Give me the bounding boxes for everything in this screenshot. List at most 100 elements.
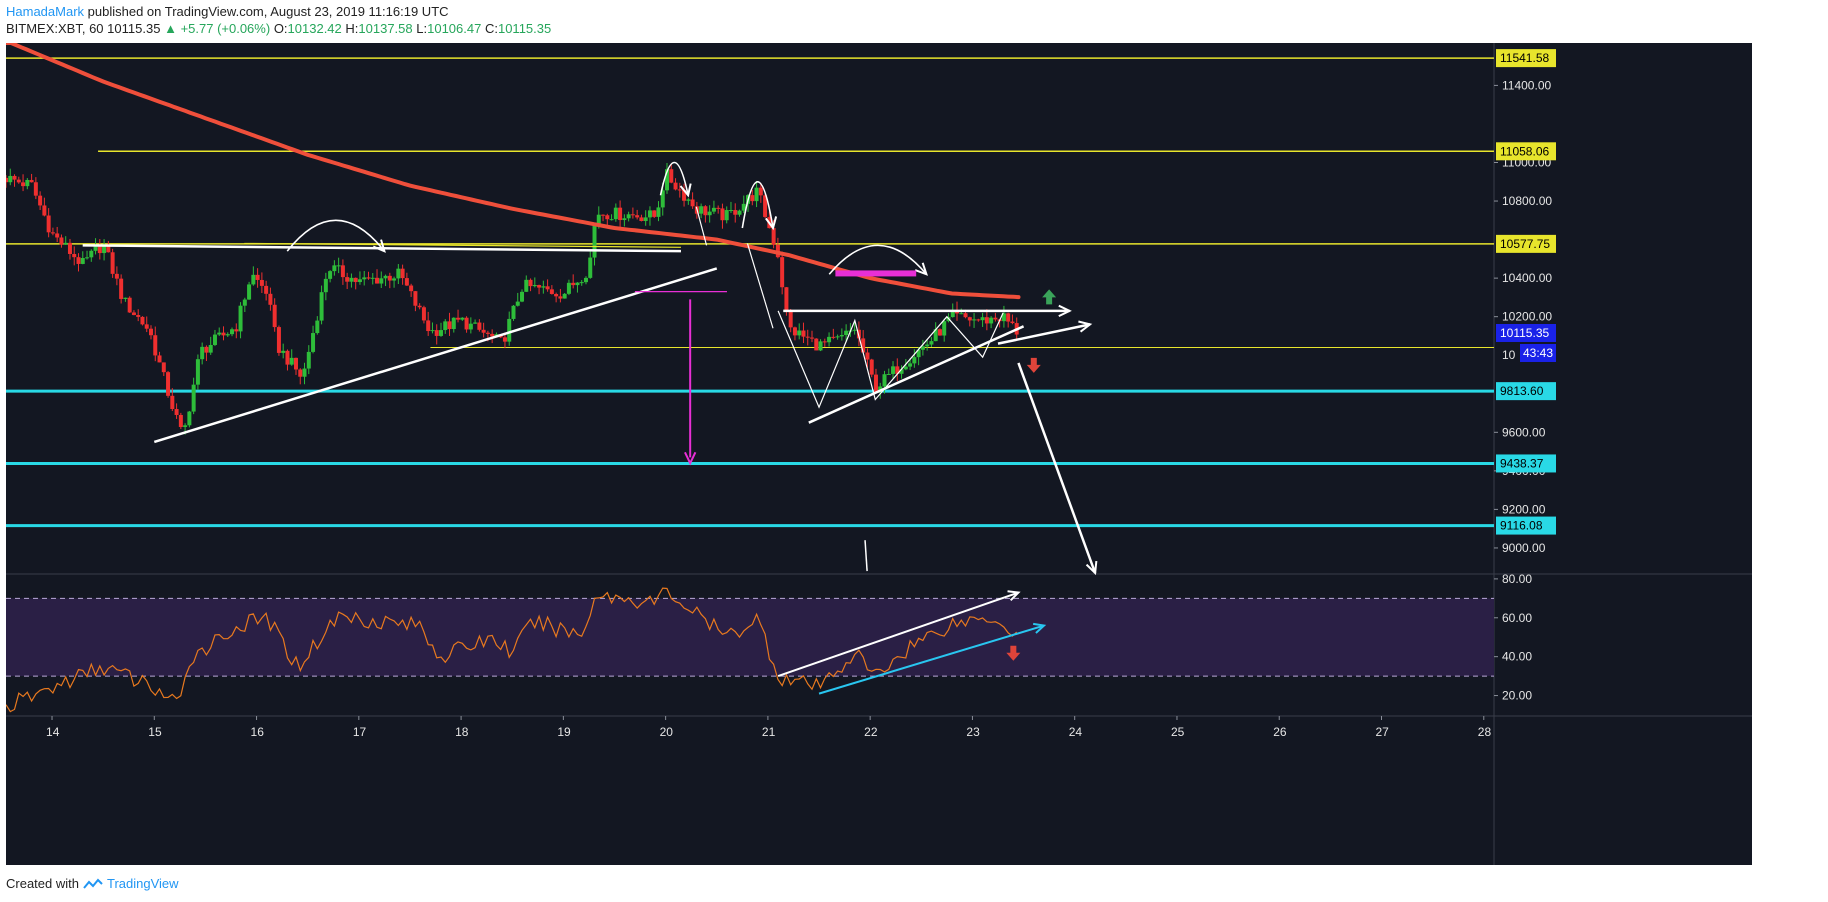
candle-down	[33, 182, 38, 196]
candle-down	[822, 341, 827, 343]
candle-up	[319, 292, 324, 321]
candle-down	[72, 253, 77, 258]
candle-down	[673, 182, 678, 190]
author-link[interactable]: HamadaMark	[6, 4, 85, 19]
rsi-rising-arrow-head	[1032, 622, 1047, 634]
candle-down	[136, 315, 141, 317]
price-tick-label: 9200.00	[1502, 502, 1546, 516]
candle-down	[170, 395, 175, 410]
candle-up	[63, 242, 68, 245]
candle-up	[912, 357, 917, 364]
candle-down	[1010, 321, 1015, 324]
time-tick-label: 21	[762, 725, 776, 739]
red-down-arrow-icon	[1026, 357, 1041, 373]
partial-price-tick: 10	[1502, 348, 1516, 362]
price-tick-label: 9000.00	[1502, 541, 1546, 555]
candle-up	[195, 359, 200, 385]
candle-down	[426, 320, 431, 332]
candle-up	[379, 278, 384, 284]
chart-container[interactable]: 9000.009200.009400.009600.0010200.001040…	[4, 41, 1752, 865]
price-tick-label: 10800.00	[1502, 194, 1552, 208]
candle-up	[247, 284, 252, 300]
candle-down	[545, 286, 550, 290]
candle-up	[396, 268, 401, 279]
candle-up	[920, 346, 925, 350]
candle-down	[413, 291, 418, 306]
last-price: 10115.35	[107, 21, 161, 36]
candle-up	[281, 350, 286, 353]
candle-down	[549, 289, 554, 294]
candle-up	[191, 384, 196, 412]
candle-down	[119, 278, 124, 299]
candle-down	[485, 332, 490, 334]
candle-down	[537, 285, 542, 288]
time-tick-label: 14	[46, 725, 60, 739]
candle-down	[447, 321, 452, 330]
candle-up	[622, 218, 627, 221]
candle-up	[80, 257, 85, 264]
rising-arrow-line	[997, 323, 1091, 345]
candle-down	[166, 372, 171, 396]
candle-down	[127, 297, 132, 313]
ascending-trendline	[153, 267, 718, 444]
candle-up	[737, 210, 742, 215]
price-tick-label: 9600.00	[1502, 425, 1546, 439]
price-tick-label: 10200.00	[1502, 310, 1552, 324]
ohlc-close-value: 10115.35	[497, 21, 552, 36]
candle-down	[298, 369, 303, 377]
candle-down	[554, 293, 559, 297]
time-tick-label: 25	[1171, 725, 1185, 739]
candle-down	[21, 182, 26, 187]
last-price-label: 10115.35	[1500, 326, 1549, 340]
candle-up	[520, 291, 525, 302]
candle-down	[285, 350, 290, 365]
candle-up	[699, 206, 704, 214]
candle-down	[259, 279, 264, 286]
candle-up	[656, 207, 661, 217]
candle-up	[579, 282, 584, 284]
candle-up	[562, 293, 567, 299]
tradingview-brand-link[interactable]: TradingView	[106, 876, 179, 891]
publish-info: HamadaMark published on TradingView.com,…	[6, 4, 449, 19]
candle-up	[686, 199, 691, 201]
candle-up	[392, 278, 397, 281]
candle-down	[703, 206, 708, 216]
yellow-short-line	[244, 242, 681, 248]
candle-down	[404, 278, 409, 286]
candle-up	[443, 321, 448, 331]
candle-up	[728, 210, 733, 212]
candle-down	[131, 312, 136, 316]
candle-down	[558, 296, 563, 299]
candle-up	[660, 190, 665, 208]
candle-up	[25, 179, 30, 187]
rsi-tick-label: 20.00	[1502, 689, 1532, 703]
candle-up	[643, 217, 648, 222]
countdown-tag	[1520, 343, 1556, 362]
candle-down	[652, 210, 657, 217]
candle-up	[315, 320, 320, 334]
candle-down	[682, 189, 687, 201]
candle-down	[221, 332, 226, 336]
price-tick-label: 11400.00	[1502, 78, 1551, 92]
candle-down	[780, 257, 785, 288]
candle-down	[720, 208, 725, 221]
candle-up	[8, 175, 13, 183]
symbol-label: BITMEX:XBT, 60	[6, 21, 104, 36]
candle-down	[148, 328, 153, 336]
candle-up	[468, 323, 473, 330]
level-price-label: 10577.75	[1500, 237, 1550, 251]
candle-up	[511, 305, 516, 319]
tradingview-logo-icon	[83, 878, 103, 889]
time-tick-label: 20	[660, 725, 674, 739]
level-price-tag	[1496, 234, 1556, 253]
price-chart-svg[interactable]: 9000.009200.009400.009600.0010200.001040…	[4, 41, 1752, 865]
up-triangle-icon: ▲	[164, 21, 177, 36]
candle-down	[67, 242, 72, 254]
candle-up	[886, 373, 891, 375]
time-tick-label: 22	[864, 725, 878, 739]
candle-up	[225, 334, 230, 336]
candle-down	[639, 217, 644, 222]
candle-up	[980, 317, 985, 321]
candle-down	[409, 285, 414, 292]
candle-up	[989, 317, 994, 324]
